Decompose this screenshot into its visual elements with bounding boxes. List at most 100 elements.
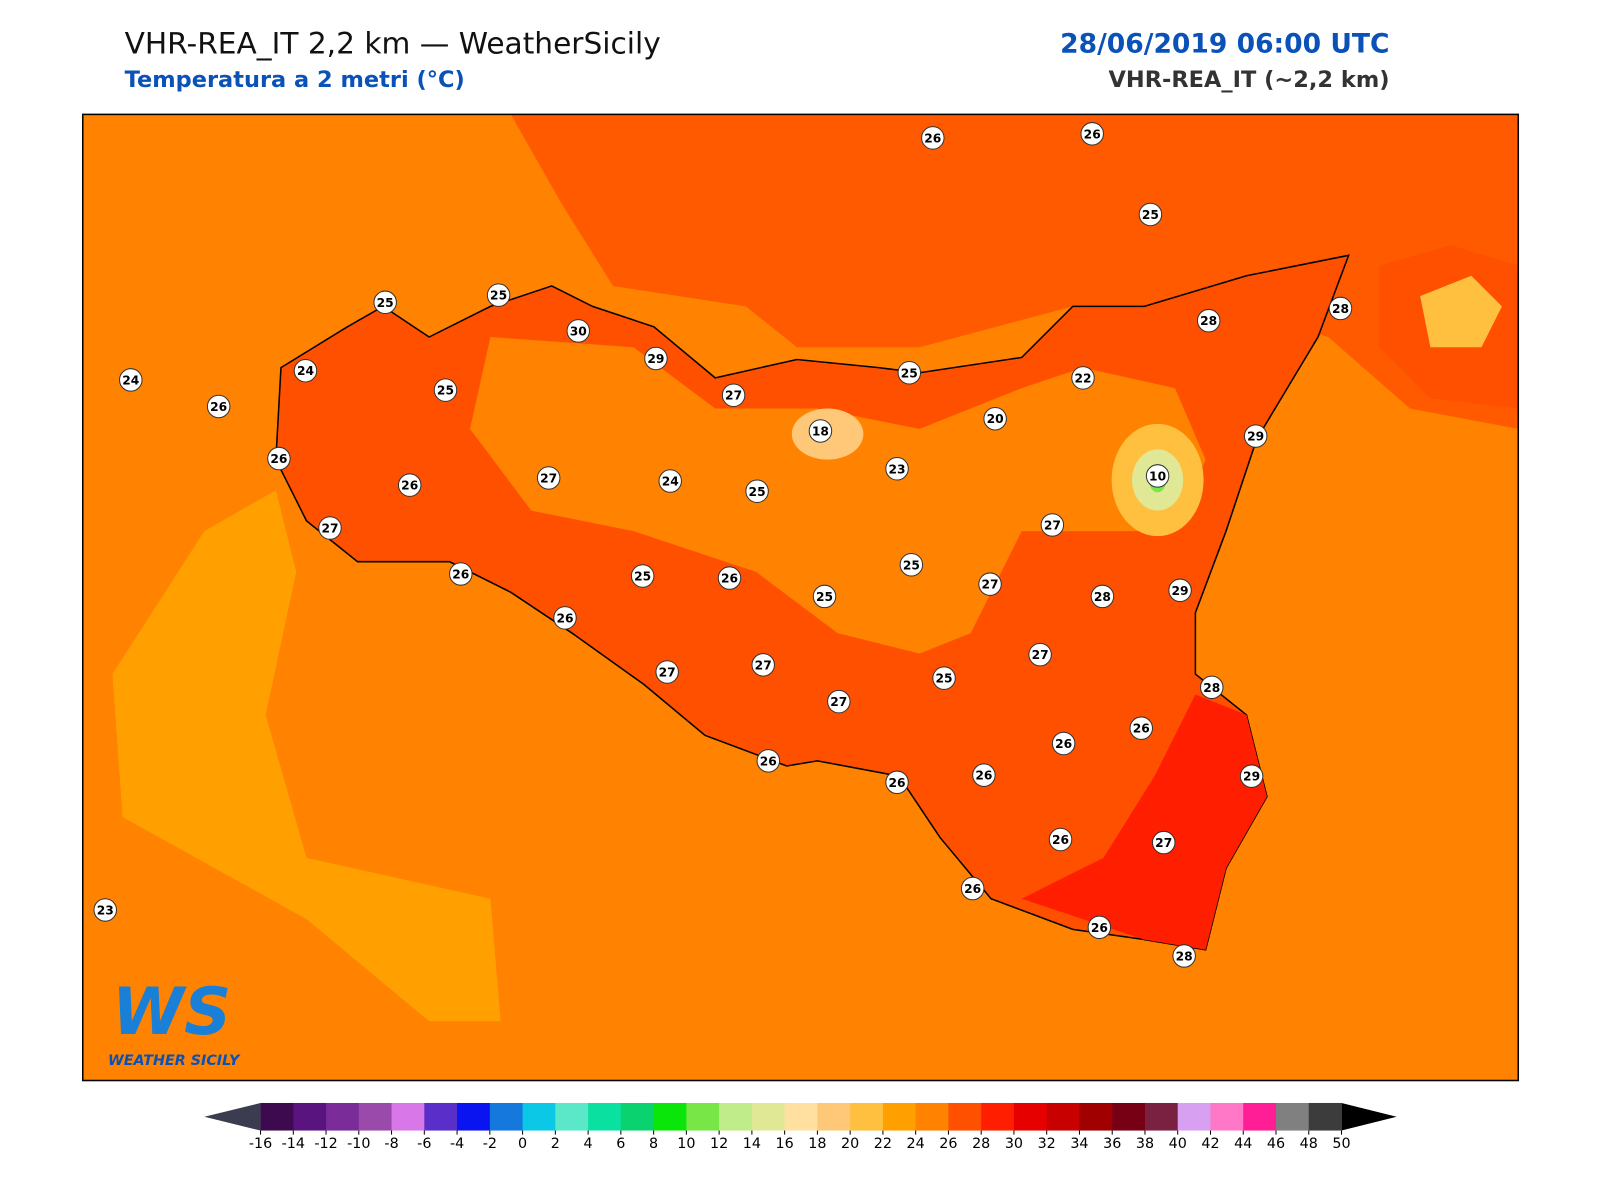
station-value: 18 <box>812 425 829 439</box>
station-marker <box>960 876 985 901</box>
station-marker <box>827 689 851 714</box>
model: VHR-REA_IT (~2,2 km) <box>1109 67 1390 93</box>
station-value: 24 <box>297 364 314 378</box>
station-marker <box>1040 513 1065 537</box>
date: 28/06/2019 06:00 UTC <box>1060 28 1389 59</box>
colorbar-tick-label: 32 <box>1038 1136 1056 1152</box>
colorbar-tick-label: 38 <box>1136 1136 1154 1152</box>
colorbar-bin <box>719 1102 753 1131</box>
colorbar-bin <box>326 1102 360 1131</box>
colorbar-tick-label: 14 <box>743 1136 761 1152</box>
colorbar-bin <box>1210 1102 1244 1131</box>
stations: 26 26 25 28 28 25 25 30 29 27 25 22 24 24 26 25 20 18 29 23… <box>93 122 1353 968</box>
station-marker <box>1048 827 1073 852</box>
station-marker <box>978 572 1002 596</box>
station-value: 27 <box>755 658 772 672</box>
station-value: 29 <box>647 352 664 366</box>
station-value: 26 <box>964 882 981 896</box>
colorbar-tick-label: 2 <box>551 1136 560 1152</box>
colorbar-tick-label: 20 <box>841 1136 859 1152</box>
title: VHR-REA_IT 2,2 km — WeatherSicily <box>125 26 661 60</box>
colorbar-bin <box>981 1102 1015 1131</box>
station-marker <box>1071 366 1095 390</box>
colorbar-tick-label: -12 <box>314 1136 337 1152</box>
station-marker <box>897 361 922 385</box>
station-value: 26 <box>452 567 469 581</box>
colorbar-tick-label: 48 <box>1300 1136 1318 1152</box>
colorbar-tick-label: 4 <box>584 1136 593 1152</box>
station-marker <box>1200 675 1224 700</box>
colorbar-tick-label: -14 <box>282 1136 305 1152</box>
station-value: 25 <box>901 366 918 380</box>
colorbar-bin <box>1243 1102 1277 1131</box>
colorbar-bin <box>948 1102 982 1131</box>
colorbar-bin <box>1177 1102 1211 1131</box>
station-value: 27 <box>830 695 847 709</box>
station-marker <box>206 394 231 419</box>
station-value: 20 <box>987 412 1004 426</box>
station-marker <box>293 358 318 383</box>
logo-text: WEATHER SICILY <box>108 1053 241 1069</box>
colorbar-bin <box>457 1102 491 1131</box>
map-frame <box>81 113 1520 1082</box>
station-value: 25 <box>377 296 394 310</box>
logo-mark: WS <box>112 974 231 1050</box>
colorbar-over <box>1341 1102 1397 1131</box>
colorbar-bin <box>915 1102 949 1131</box>
station-marker <box>885 457 909 481</box>
station-value: 26 <box>270 452 287 466</box>
colorbar-tick-label: 10 <box>677 1136 695 1152</box>
southeast-hot <box>1021 694 1267 950</box>
colorbar-bin <box>522 1102 556 1131</box>
colorbar-tick-label: -6 <box>417 1136 431 1152</box>
station-value: 26 <box>721 572 738 586</box>
colorbar-tick-label: -2 <box>483 1136 497 1152</box>
station-value: 25 <box>437 384 454 398</box>
station-marker <box>553 606 577 630</box>
station-marker <box>808 419 833 443</box>
station-marker <box>885 770 909 795</box>
station-marker <box>655 660 679 684</box>
station-marker <box>751 653 775 677</box>
colorbar-tick-label: 22 <box>874 1136 892 1152</box>
station-marker <box>1129 716 1154 740</box>
station-value: 26 <box>401 479 418 493</box>
station-marker <box>1196 308 1221 333</box>
station-value: 26 <box>1055 737 1072 751</box>
station-value: 26 <box>924 131 941 145</box>
colorbar-bin <box>784 1102 818 1131</box>
station-value: 25 <box>749 485 766 499</box>
map-area: WS WEATHER SICILY <box>81 113 1520 1082</box>
station-value: 27 <box>982 578 999 592</box>
station-value: 27 <box>540 471 557 485</box>
colorbar-bin <box>424 1102 458 1131</box>
colorbar-tick-label: -16 <box>249 1136 272 1152</box>
station-marker <box>1051 731 1076 756</box>
colorbar-tick-label: 18 <box>808 1136 826 1152</box>
colorbar-bin <box>391 1102 425 1131</box>
colorbar-tick-label: 46 <box>1267 1136 1285 1152</box>
station-value: 25 <box>936 672 953 686</box>
colorbar-bin <box>882 1102 917 1131</box>
station-marker <box>536 466 561 490</box>
station-marker <box>721 383 746 407</box>
station-marker <box>397 473 422 497</box>
station-marker <box>658 469 682 493</box>
station-value: 30 <box>570 324 587 338</box>
station-value: 23 <box>97 903 114 917</box>
station-marker <box>899 553 924 577</box>
station-value: 27 <box>725 389 742 403</box>
colorbar-bin <box>588 1102 622 1131</box>
station-value: 25 <box>634 570 651 584</box>
station-value: 28 <box>1094 590 1111 604</box>
warm-sea <box>510 114 1519 429</box>
station-marker <box>449 562 473 586</box>
station-value: 26 <box>210 400 227 414</box>
station-value: 29 <box>1172 584 1189 598</box>
station-value: 26 <box>1052 833 1069 847</box>
station-marker <box>1168 578 1192 603</box>
colorbar-bin <box>817 1102 851 1131</box>
station-marker <box>1172 944 1196 968</box>
station-value: 26 <box>975 769 992 783</box>
